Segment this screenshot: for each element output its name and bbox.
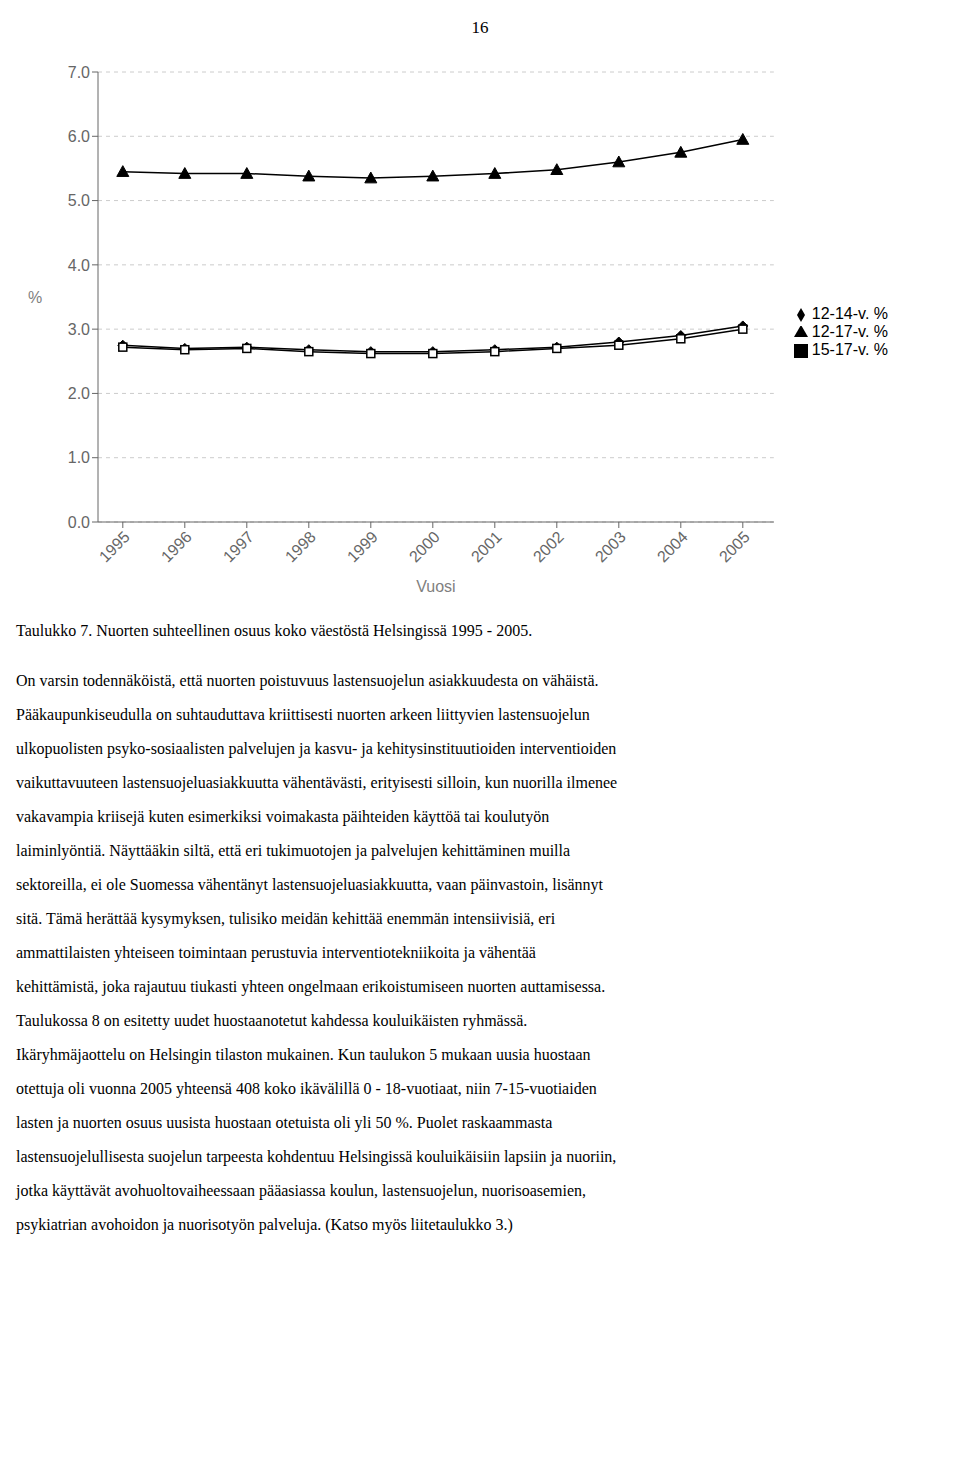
svg-text:2004: 2004 xyxy=(654,528,691,565)
html-text:vaikuttavuuteen lastensuojelua: vaikuttavuuteen lastensuojeluasiakkuutta… xyxy=(16,774,618,791)
html-text:Taulukko 7. Nuorten suhteellin: Taulukko 7. Nuorten suhteellinen osuus k… xyxy=(16,622,533,639)
svg-text:1995: 1995 xyxy=(96,528,133,565)
html-text:lastensuojelullisesta suojelun: lastensuojelullisesta suojelun tarpeesta… xyxy=(16,1148,617,1165)
svg-text:2002: 2002 xyxy=(530,528,567,565)
svg-text:3.0: 3.0 xyxy=(68,321,90,338)
html-text:Ikäryhmäjaottelu on Helsingin: Ikäryhmäjaottelu on Helsingin tilaston m… xyxy=(16,1046,591,1063)
html-text:sektoreilla, ei ole Suomessa v: sektoreilla, ei ole Suomessa vähentänyt … xyxy=(16,876,603,893)
svg-text:%: % xyxy=(28,289,42,306)
svg-text:1997: 1997 xyxy=(220,528,257,565)
svg-text:2003: 2003 xyxy=(592,528,629,565)
svg-text:4.0: 4.0 xyxy=(68,257,90,274)
svg-text:7.0: 7.0 xyxy=(68,64,90,81)
html-text:ammattilaisten yhteiseen toimi: ammattilaisten yhteiseen toimintaan peru… xyxy=(16,944,536,961)
html-text:16: 16 xyxy=(471,18,489,37)
svg-text:6.0: 6.0 xyxy=(68,128,90,145)
html-text:vakavampia kriisejä kuten esim: vakavampia kriisejä kuten esimerkiksi vo… xyxy=(16,808,550,825)
html-text:jotka käyttävät avohuoltovaihe: jotka käyttävät avohuoltovaiheessaan pää… xyxy=(16,1182,587,1199)
html-text:15-17-v. %: 15-17-v. % xyxy=(811,341,888,358)
svg-text:1999: 1999 xyxy=(344,528,381,565)
svg-text:2000: 2000 xyxy=(406,528,443,565)
html-text:On varsin todennäköistä, että: On varsin todennäköistä, että nuorten po… xyxy=(16,672,599,689)
svg-text:1998: 1998 xyxy=(282,528,319,565)
html-text:psykiatrian avohoidon ja nuori: psykiatrian avohoidon ja nuorisotyön pal… xyxy=(16,1216,513,1233)
svg-text:Vuosi: Vuosi xyxy=(416,578,455,595)
html-text:otettuja oli vuonna 2005 yhtee: otettuja oli vuonna 2005 yhteensä 408 ko… xyxy=(16,1080,597,1097)
html-text:ulkopuolisten psyko-sosiaalist: ulkopuolisten psyko-sosiaalisten palvelu… xyxy=(16,740,617,757)
svg-text:5.0: 5.0 xyxy=(68,192,90,209)
svg-text:2005: 2005 xyxy=(716,528,753,565)
html-text:Taulukossa 8 on esitetty uudet: Taulukossa 8 on esitetty uudet huostaano… xyxy=(16,1012,528,1029)
html-text:laiminlyöntiä. Näyttääkin silt: laiminlyöntiä. Näyttääkin siltä, että er… xyxy=(16,842,571,859)
html-text:lasten ja nuorten osuus uusist: lasten ja nuorten osuus uusista huostaan… xyxy=(16,1114,553,1131)
html-text:12-17-v. %: 12-17-v. % xyxy=(811,323,888,340)
svg-text:1.0: 1.0 xyxy=(68,449,90,466)
svg-text:2001: 2001 xyxy=(468,528,505,565)
svg-text:2.0: 2.0 xyxy=(68,385,90,402)
html-text:12-14-v. %: 12-14-v. % xyxy=(811,305,888,322)
svg-text:0.0: 0.0 xyxy=(68,514,90,531)
html-text:sitä. Tämä herättää kysymyksen: sitä. Tämä herättää kysymyksen, tulisiko… xyxy=(16,910,556,927)
html-text:Pääkaupunkiseudulla on suhtaud: Pääkaupunkiseudulla on suhtauduttava kri… xyxy=(16,706,590,723)
svg-text:1996: 1996 xyxy=(158,528,195,565)
html-text:kehittämistä, joka rajautuu ti: kehittämistä, joka rajautuu tiukasti yht… xyxy=(16,978,606,995)
